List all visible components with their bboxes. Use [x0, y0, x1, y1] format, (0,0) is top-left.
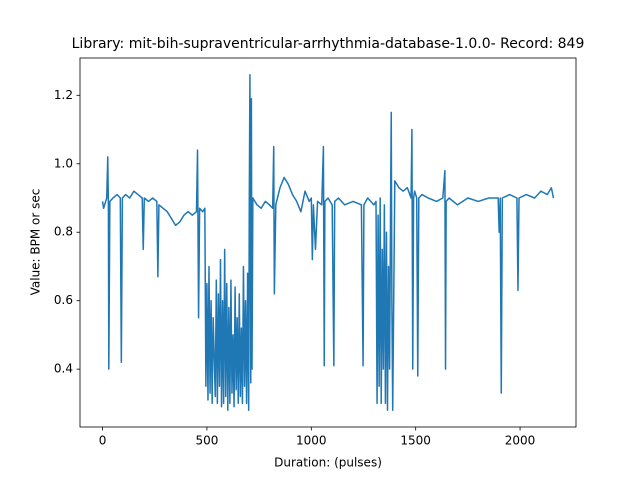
y-tick-label: 0.8 — [54, 225, 73, 239]
x-tick-label: 1500 — [400, 434, 431, 448]
chart-title: Library: mit-bih-supraventricular-arrhyt… — [72, 36, 585, 52]
data-line — [101, 74, 555, 411]
y-tick-label: 1.2 — [54, 88, 73, 102]
x-tick-label: 2000 — [505, 434, 536, 448]
y-tick-label: 1.0 — [54, 156, 73, 170]
y-axis-label: Value: BPM or sec — [29, 189, 43, 296]
y-tick-label: 0.4 — [54, 362, 73, 376]
x-tick-label: 500 — [195, 434, 218, 448]
y-tick-label: 0.6 — [54, 293, 73, 307]
x-tick-label: 1000 — [296, 434, 327, 448]
plot-frame — [79, 57, 577, 428]
x-axis-label: Duration: (pulses) — [274, 456, 382, 470]
x-tick-label: 0 — [99, 434, 107, 448]
